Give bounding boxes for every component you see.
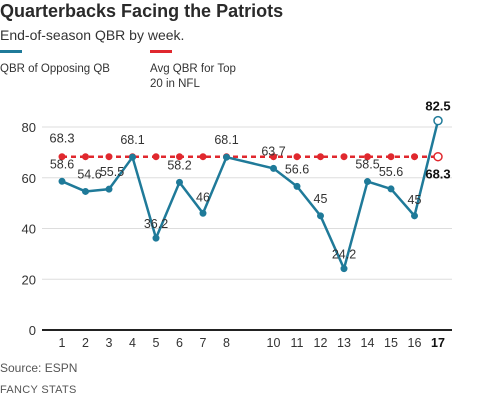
- avg-top20-point-week-17: [433, 151, 443, 162]
- opposing-qb-label-week-13: 24.2: [332, 248, 356, 262]
- x-tick-label-3: 3: [106, 336, 113, 350]
- opposing-qb-label-week-16: 45: [408, 193, 422, 207]
- opposing-qb-point-week-15: [387, 185, 395, 193]
- avg-top20-point-week-12: [317, 153, 324, 161]
- x-tick-label-5: 5: [153, 336, 160, 350]
- x-tick-label-1: 1: [59, 336, 66, 350]
- avg-top20-point-week-15: [387, 153, 395, 161]
- x-tick-label-14: 14: [361, 336, 375, 350]
- opposing-qb-label-week-11: 56.6: [285, 162, 309, 176]
- y-tick-label-80: 80: [22, 120, 36, 135]
- chart-subtitle: End-of-season QBR by week.: [0, 27, 185, 43]
- y-tick-label-0: 0: [29, 323, 36, 338]
- avg-top20-label-week-17: 68.3: [425, 167, 450, 182]
- opposing-qb-label-week-10: 63.7: [261, 144, 285, 158]
- opposing-qb-point-week-14: [364, 178, 371, 186]
- avg-top20-label-week-1: 68.3: [49, 131, 74, 146]
- x-tick-label-6: 6: [176, 336, 183, 350]
- avg-top20-point-week-1: [58, 153, 66, 161]
- opposing-qb-point-week-3: [105, 185, 113, 193]
- opposing-qb-point-week-4: [129, 153, 136, 161]
- opposing-qb-label-week-2: 54.6: [77, 167, 101, 181]
- x-tick-label-12: 12: [314, 336, 328, 350]
- avg-top20-point-week-3: [105, 153, 113, 161]
- opposing-qb-point-week-10: [270, 164, 277, 172]
- x-tick-label-16: 16: [408, 336, 422, 350]
- opposing-qb-line: [61, 120, 440, 273]
- x-tick-label-7: 7: [200, 336, 207, 350]
- opposing-qb-point-week-16: [411, 212, 418, 220]
- source-note: Source: ESPN: [0, 361, 78, 375]
- y-tick-label-40: 40: [22, 222, 36, 237]
- x-tick-label-10: 10: [267, 336, 281, 350]
- opposing-qb-label-week-1: 58.6: [50, 157, 74, 171]
- avg-top20-point-week-13: [340, 153, 348, 161]
- avg-top20-point-week-6: [176, 153, 183, 161]
- opposing-qb-point-week-6: [176, 178, 183, 186]
- opposing-qb-label-week-5: 36.2: [144, 217, 168, 231]
- legend-swatch-avg-top20: [150, 50, 172, 53]
- opposing-qb-label-week-7: 46: [196, 190, 210, 204]
- x-tick-label-11: 11: [291, 336, 304, 350]
- x-tick-label-15: 15: [384, 336, 398, 350]
- legend-label-opposing-qb: QBR of Opposing QB: [0, 63, 110, 75]
- legend-label-avg-top20: Avg QBR for Top 20 in NFL: [150, 63, 236, 90]
- legend-swatch-opposing-qb: [0, 50, 22, 53]
- opposing-qb-point-week-5: [152, 234, 160, 242]
- credit-note: FANCY STATS: [0, 384, 77, 396]
- opposing-qb-label-week-14: 58.5: [355, 158, 379, 172]
- avg-top20-point-week-16: [411, 153, 418, 161]
- opposing-qb-point-week-17: [433, 115, 443, 126]
- opposing-qb-point-week-7: [199, 209, 207, 217]
- opposing-qb-label-week-6: 58.2: [167, 158, 191, 172]
- avg-top20-point-week-14: [364, 153, 371, 161]
- opposing-qb-point-week-12: [317, 212, 324, 220]
- opposing-qb-label-week-8: 68.1: [214, 133, 238, 147]
- opposing-qb-point-week-13: [340, 265, 348, 273]
- avg-top20-point-week-2: [82, 153, 89, 161]
- opposing-qb-point-week-2: [82, 187, 89, 195]
- y-tick-label-20: 20: [22, 272, 36, 287]
- x-tick-label-8: 8: [223, 336, 230, 350]
- opposing-qb-point-week-1: [58, 177, 66, 185]
- avg-top20-point-week-7: [199, 153, 207, 161]
- x-tick-label-2: 2: [82, 336, 89, 350]
- x-tick-label-17: 17: [431, 336, 445, 350]
- opposing-qb-point-week-11: [293, 182, 301, 190]
- x-tick-label-4: 4: [129, 336, 136, 350]
- opposing-qb-label-week-17: 82.5: [425, 99, 450, 114]
- avg-top20-point-week-5: [152, 153, 160, 161]
- avg-top20-point-week-10: [270, 153, 277, 161]
- opposing-qb-label-week-3: 55.5: [100, 165, 124, 179]
- opposing-qb-label-week-15: 55.6: [379, 165, 403, 179]
- x-tick-label-13: 13: [337, 336, 351, 350]
- opposing-qb-point-week-8: [223, 153, 230, 161]
- opposing-qb-label-week-12: 45: [314, 192, 328, 206]
- opposing-qb-label-week-4: 68.1: [120, 133, 144, 147]
- avg-top20-point-week-11: [293, 153, 301, 161]
- y-tick-label-60: 60: [22, 171, 36, 186]
- chart-title: Quarterbacks Facing the Patriots: [0, 1, 284, 21]
